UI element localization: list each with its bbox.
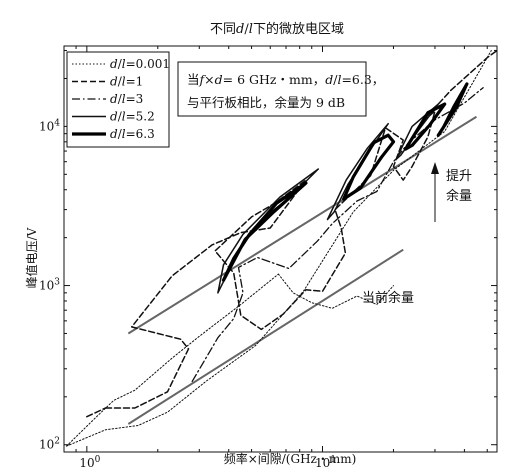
text-run: =6.3， — [341, 72, 384, 87]
text-run: 不同 — [210, 22, 236, 37]
text-run: / — [333, 72, 338, 87]
text-run: / — [118, 110, 123, 124]
upgrade-margin-annotation: 提升 余量 — [431, 162, 472, 222]
zone-outline-5-2 — [342, 133, 396, 201]
tick-base: 10 — [39, 119, 54, 133]
upgrade-margin-label-line2: 余量 — [446, 188, 472, 204]
text-run: d — [110, 75, 118, 89]
tick-base: 10 — [39, 279, 54, 293]
margin-line-current-margin — [127, 248, 404, 425]
zone-outline-1-3 — [277, 273, 394, 309]
x-tick-label: 101 — [315, 455, 336, 470]
zone-outline-5-3 — [403, 102, 447, 151]
series-4 — [217, 103, 440, 294]
tick-exponent: 2 — [54, 437, 60, 447]
text-run: l — [122, 92, 126, 106]
tick-base: 10 — [315, 456, 330, 470]
text-run: 与平行板相比，余量为 9 dB — [187, 95, 345, 110]
text-run: =5.2 — [126, 110, 155, 124]
text-run: d — [236, 22, 244, 37]
tick-base: 10 — [79, 456, 94, 470]
text-run: l — [249, 22, 253, 37]
text-run: l — [122, 127, 126, 141]
text-run: f — [199, 72, 207, 87]
series-3 — [191, 87, 484, 383]
annotation-frame — [177, 61, 367, 117]
text-run: = 6 GHz・mm， — [223, 72, 326, 87]
zone-outline-2-2 — [86, 407, 107, 418]
legend-label-2: d/l=1 — [110, 75, 143, 89]
margin-line-improved-margin — [127, 115, 477, 335]
zone-outline-2-1 — [104, 49, 498, 409]
text-run: d — [110, 110, 118, 124]
zone-outline-3-1 — [191, 87, 484, 383]
plot-frame — [63, 45, 498, 453]
tick-exponent: 0 — [95, 455, 101, 465]
x-ticks — [63, 46, 488, 452]
series-2 — [86, 49, 498, 418]
text-run: × — [204, 72, 214, 87]
text-run: d — [110, 92, 118, 106]
annotation-box: 当f×d= 6 GHz・mm，d/l=6.3， 与平行板相比，余量为 9 dB — [177, 61, 384, 117]
text-run: l — [122, 57, 126, 71]
current-margin-label: 当前余量 — [362, 290, 414, 306]
zone-outline-1-1 — [66, 50, 492, 447]
zone-outline-4-2 — [326, 122, 389, 221]
tick-exponent: 4 — [54, 118, 60, 128]
chart-title: 不同d/l下的微放电区域 — [210, 21, 344, 37]
y-axis-label: 峰值电压/V — [24, 227, 39, 288]
series-1 — [66, 50, 492, 447]
text-run: / — [244, 22, 249, 37]
text-run: l — [122, 110, 126, 124]
legend-label-4: d/l=5.2 — [110, 110, 155, 124]
y-tick-label: 104 — [39, 118, 60, 133]
text-run: / — [118, 127, 123, 141]
text-run: =3 — [126, 92, 144, 106]
text-run: =1 — [126, 75, 144, 89]
zone-outline-5-4 — [436, 82, 469, 137]
legend-label-3: d/l=3 — [110, 92, 143, 106]
series-5 — [221, 82, 469, 282]
x-axis-label: 频率×间隙/(GHz・mm) — [224, 451, 357, 466]
text-run: d — [110, 57, 118, 71]
annotation-line-2: 与平行板相比，余量为 9 dB — [187, 95, 345, 110]
text-run: 当 — [187, 72, 200, 87]
zone-outline-4-3 — [395, 103, 440, 161]
zone-outline-5-1 — [221, 181, 308, 282]
annotation-line-1: 当f×d= 6 GHz・mm，d/l=6.3， — [187, 72, 384, 87]
y-tick-label: 102 — [39, 437, 60, 452]
text-run: d — [110, 127, 118, 141]
x-tick-label: 100 — [79, 455, 100, 470]
text-run: l — [122, 75, 126, 89]
upgrade-margin-label-line1: 提升 — [446, 168, 472, 184]
text-run: =6.3 — [126, 127, 155, 141]
y-tick-label: 103 — [39, 278, 60, 293]
text-run: =0.001 — [126, 57, 170, 71]
text-run: / — [118, 57, 123, 71]
text-run: / — [118, 92, 123, 106]
text-run: d — [325, 72, 333, 87]
tick-exponent: 1 — [330, 455, 336, 465]
zone-outline-1-2 — [66, 273, 279, 447]
legend-label-5: d/l=6.3 — [110, 127, 155, 141]
tick-exponent: 3 — [54, 278, 60, 288]
text-run: 下的微放电区域 — [253, 21, 344, 37]
upgrade-arrow-head — [431, 162, 439, 174]
y-ticks — [64, 49, 497, 453]
text-run: l — [337, 72, 341, 87]
tick-base: 10 — [39, 438, 54, 452]
text-run: d — [215, 72, 223, 87]
text-run: / — [118, 75, 123, 89]
legend-label-1: d/l=0.001 — [110, 57, 170, 71]
